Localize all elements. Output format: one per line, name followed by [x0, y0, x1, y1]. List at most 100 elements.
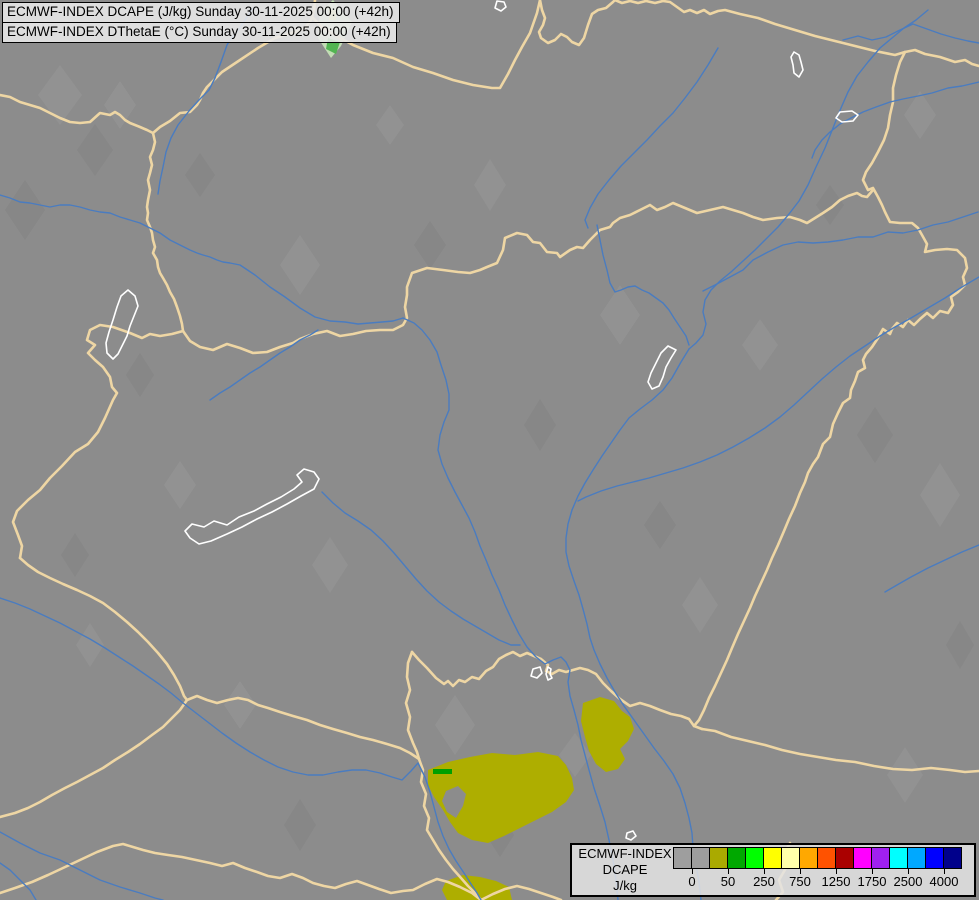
lake-south-small-1 — [530, 666, 543, 679]
legend-swatch-10 — [854, 848, 872, 868]
terrain-texture-patch — [414, 221, 446, 269]
title-overlay: ECMWF-INDEX DCAPE (J/kg) Sunday 30-11-20… — [2, 2, 400, 43]
lake-south-small-2 — [545, 666, 553, 681]
legend-swatch-5 — [764, 848, 782, 868]
border-hungary-croatia — [18, 556, 421, 761]
border-hungary-serbia-east — [700, 727, 979, 774]
legend-tick-label: 50 — [720, 874, 736, 889]
river-tisza-south — [565, 348, 702, 900]
legend-swatch-3 — [728, 848, 746, 868]
legend-swatch-7 — [800, 848, 818, 868]
legend-swatch-8 — [818, 848, 836, 868]
river-maros — [577, 276, 979, 502]
border-czech-austria — [0, 93, 155, 135]
legend-tick-label: 1250 — [821, 874, 851, 889]
river-sava-branch — [0, 862, 37, 900]
legend-swatch-row — [673, 847, 962, 869]
river-sajo — [596, 224, 690, 346]
terrain-texture-patch — [600, 285, 640, 345]
map-title-dcape: ECMWF-INDEX DCAPE (J/kg) Sunday 30-11-20… — [2, 2, 400, 23]
river-danube-main — [402, 317, 619, 900]
terrain-texture-patch — [185, 153, 215, 197]
border-croatia-serbia-north — [404, 650, 421, 761]
river-danube-upper — [0, 194, 404, 325]
river-raba — [209, 329, 319, 401]
dcape-area-south-main-hole — [442, 786, 466, 818]
terrain-texture-patch — [644, 501, 676, 549]
border-slovenia-croatia — [0, 698, 189, 819]
lake-balaton — [184, 468, 320, 545]
river-tisza-upper — [688, 9, 929, 350]
terrain-texture-patch — [742, 319, 778, 371]
legend-tick — [692, 869, 693, 874]
border-austria-hungary-south — [11, 323, 185, 560]
border-slovakia-north — [311, 0, 979, 90]
terrain-texture-patch — [61, 533, 89, 577]
terrain-texture-patch — [126, 353, 154, 397]
legend-swatch-6 — [782, 848, 800, 868]
river-szamos — [702, 211, 979, 292]
legend-swatch-12 — [890, 848, 908, 868]
terrain-texture-patch — [76, 623, 104, 667]
legend-swatch-11 — [872, 848, 890, 868]
dcape-area-east-lobe — [581, 697, 634, 772]
terrain-texture-patch — [5, 180, 45, 240]
terrain-texture-patch — [224, 681, 256, 729]
terrain-texture-patch — [920, 463, 960, 527]
lake-ne-small-1 — [790, 51, 804, 78]
legend-tick — [800, 869, 801, 874]
terrain-texture-patch — [435, 695, 475, 755]
legend-tick — [872, 869, 873, 874]
legend-title-units: J/kg — [613, 878, 637, 893]
legend-tick-label: 1750 — [857, 874, 887, 889]
legend-swatch-0 — [674, 848, 692, 868]
legend-swatch-1 — [692, 848, 710, 868]
terrain-texture-patch — [164, 461, 196, 509]
border-hungary-romania — [692, 50, 969, 731]
legend-tick-label: 0 — [688, 874, 696, 889]
terrain-texture-patch — [904, 91, 936, 139]
river-sava — [0, 831, 164, 900]
legend-title-block: ECMWF-INDEX DCAPE J/kg — [576, 846, 674, 894]
legend-swatch-14 — [926, 848, 944, 868]
river-bega — [884, 544, 979, 593]
terrain-texture-patch — [857, 407, 893, 463]
terrain-texture-patch — [816, 185, 844, 225]
lake-neusiedl — [105, 289, 139, 360]
terrain-texture-patch — [524, 399, 556, 451]
terrain-texture-patch — [104, 81, 136, 129]
legend-tick-label: 2500 — [893, 874, 923, 889]
legend-tick — [836, 869, 837, 874]
terrain-texture-patch — [376, 105, 404, 145]
legend-swatch-13 — [908, 848, 926, 868]
terrain-texture-patch — [284, 799, 316, 851]
legend-tick-label: 250 — [753, 874, 775, 889]
legend-swatch-2 — [710, 848, 728, 868]
terrain-texture-patch — [887, 747, 923, 803]
legend-tick — [728, 869, 729, 874]
legend-title-variable: DCAPE — [602, 862, 648, 877]
river-hron — [584, 47, 719, 229]
legend-title-model: ECMWF-INDEX — [578, 846, 672, 861]
legend-swatch-9 — [836, 848, 854, 868]
border-hungary-slovakia — [181, 188, 875, 355]
legend-tick — [944, 869, 945, 874]
border-croatia-serbia-south — [417, 757, 483, 900]
dcape-area-south-main — [428, 752, 574, 843]
terrain-texture-patch — [682, 577, 718, 633]
legend-colorbar: 0 50 250 750 1250 1750 2500 4000 — [673, 847, 973, 895]
border-austria-hungary — [145, 131, 185, 333]
terrain-texture-patch — [280, 235, 320, 295]
lake-tisza-lake — [647, 345, 677, 390]
lake-south-small-3 — [625, 830, 637, 841]
legend-panel: ECMWF-INDEX DCAPE J/kg 0 50 250 750 1250 1750… — [570, 843, 976, 897]
river-ne-corner — [842, 23, 979, 44]
legend-tick-label: 4000 — [929, 874, 959, 889]
river-bodrog — [811, 81, 979, 159]
river-mura-drava — [0, 597, 482, 900]
terrain-texture-patch — [474, 159, 506, 211]
lake-ne-small-2 — [835, 110, 859, 123]
